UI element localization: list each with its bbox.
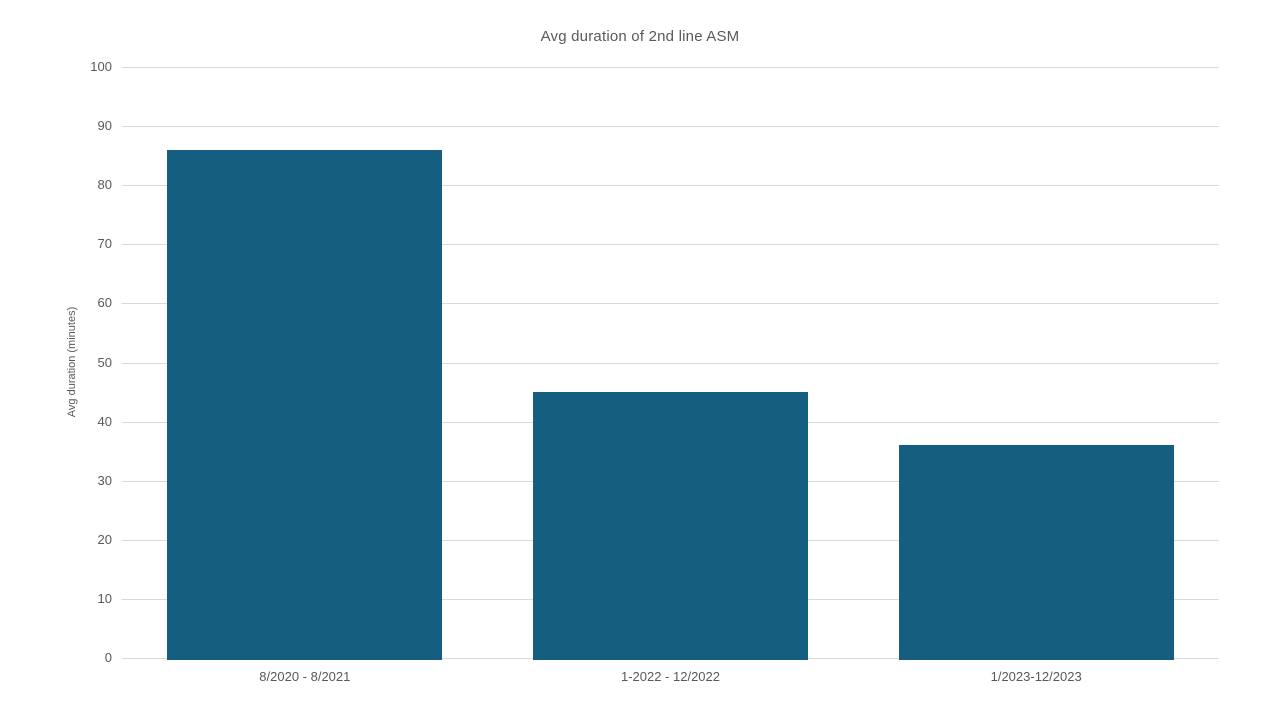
bar-1-2022 - 12/2022 <box>533 392 808 660</box>
y-tick-label: 90 <box>97 118 112 134</box>
y-tick-label: 40 <box>97 413 112 429</box>
y-tick-label: 60 <box>97 295 112 311</box>
y-tick-label: 80 <box>97 177 112 193</box>
x-axis-label: 1-2022 - 12/2022 <box>620 669 720 684</box>
x-axis-label: 8/2020 - 8/2021 <box>259 669 351 684</box>
gridline <box>122 303 1219 305</box>
y-tick-label: 20 <box>97 531 112 547</box>
y-tick-label: 100 <box>90 59 112 74</box>
y-tick-label: 30 <box>97 472 112 488</box>
x-axis-label: 1/2023-12/2023 <box>990 669 1082 684</box>
y-tick-label: 70 <box>97 236 112 252</box>
gridline <box>122 362 1219 364</box>
bar-1/2023-12/2023 <box>898 445 1174 660</box>
gridline <box>122 244 1219 246</box>
y-tick-label: 10 <box>97 590 112 606</box>
bar-8/2020 - 8/2021 <box>167 149 443 660</box>
gridline <box>122 185 1219 187</box>
y-tick-label: 50 <box>97 354 112 370</box>
y-tick-label: 0 <box>104 650 112 665</box>
chart-title: Avg duration of 2nd line ASM <box>540 28 740 45</box>
gridline <box>122 67 1219 68</box>
gridline <box>122 126 1219 128</box>
